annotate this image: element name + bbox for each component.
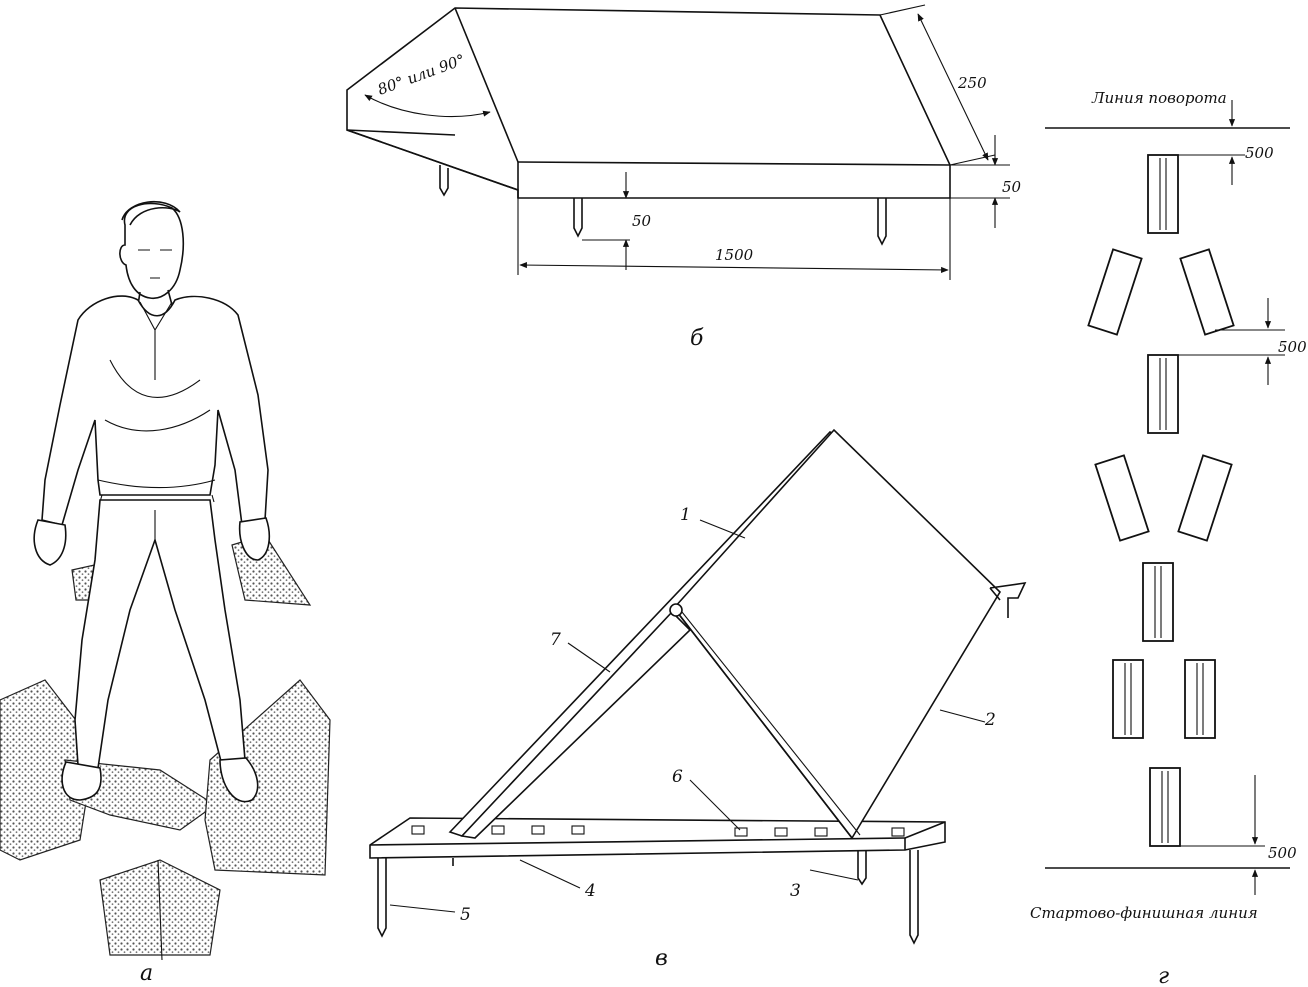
panel-v-apparatus: [369, 428, 1027, 945]
panel-b-dim-height: 50: [1002, 178, 1022, 196]
panel-b-dim-leg: 50: [632, 212, 652, 230]
panel-b-board: [346, 4, 1010, 280]
panel-v-part-2: 2: [984, 710, 996, 730]
panel-g-caption: г: [1158, 964, 1169, 987]
panel-v-caption: в: [655, 946, 668, 971]
panel-b-dim-length: 1500: [715, 246, 754, 264]
panel-v-part-5: 5: [460, 905, 471, 925]
panel-b-dim-slope: 250: [957, 74, 987, 92]
panel-g-start-finish-label: Стартово-финишная линия: [1030, 904, 1258, 922]
panel-v-part-7: 7: [550, 630, 561, 650]
panel-g-turn-line-label: Линия поворота: [1091, 89, 1227, 107]
obstacle-left: [0, 679, 96, 861]
panel-v-part-3: 3: [790, 881, 801, 901]
panel-b-caption: б: [690, 326, 704, 351]
panel-g-dim-bottom: 500: [1268, 844, 1297, 862]
obstacle-right: [204, 679, 331, 876]
obstacle-center-left: [64, 759, 217, 831]
panel-g-dim-top: 500: [1245, 144, 1274, 162]
panel-v-part-6: 6: [672, 767, 683, 787]
panel-v-part-4: 4: [584, 881, 596, 901]
panel-a-figure: [0, 200, 331, 961]
panel-g-dim-middle: 500: [1278, 338, 1307, 356]
panel-a-caption: а: [140, 961, 153, 986]
panel-g-course: [1045, 100, 1290, 895]
panel-v-part-1: 1: [680, 505, 691, 525]
